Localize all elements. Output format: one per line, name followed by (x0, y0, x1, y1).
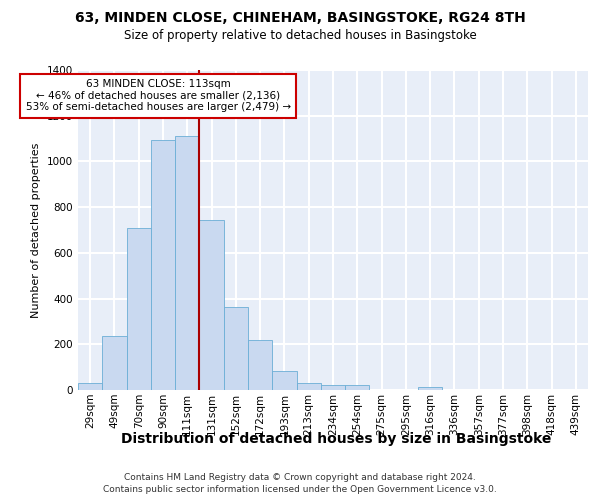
Text: Contains HM Land Registry data © Crown copyright and database right 2024.
Contai: Contains HM Land Registry data © Crown c… (103, 472, 497, 494)
Bar (248, 340, 272, 390)
Bar (321, 386, 345, 390)
Bar (199, 220, 224, 390)
Bar (78, 383, 102, 390)
Bar (151, 140, 175, 390)
Bar (175, 136, 199, 390)
Y-axis label: Number of detached properties: Number of detached properties (31, 142, 41, 318)
Text: 63, MINDEN CLOSE, CHINEHAM, BASINGSTOKE, RG24 8TH: 63, MINDEN CLOSE, CHINEHAM, BASINGSTOKE,… (74, 12, 526, 26)
Text: 63 MINDEN CLOSE: 113sqm
← 46% of detached houses are smaller (2,136)
53% of semi: 63 MINDEN CLOSE: 113sqm ← 46% of detache… (26, 79, 291, 112)
Bar (224, 306, 248, 390)
Bar (102, 336, 127, 390)
Bar (418, 388, 442, 390)
Text: Distribution of detached houses by size in Basingstoke: Distribution of detached houses by size … (121, 432, 551, 446)
Bar (272, 370, 296, 390)
Text: Size of property relative to detached houses in Basingstoke: Size of property relative to detached ho… (124, 29, 476, 42)
Bar (345, 386, 370, 390)
Bar (296, 383, 321, 390)
Bar (127, 228, 151, 390)
